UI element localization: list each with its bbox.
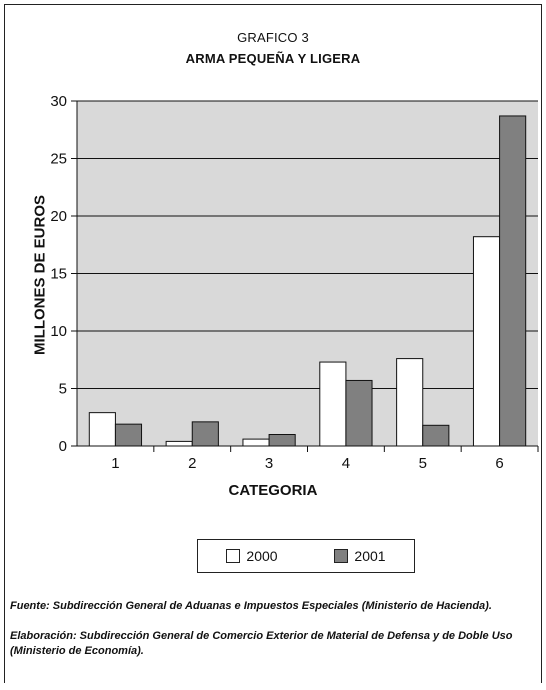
y-tick-label: 25 <box>50 151 67 168</box>
bar-2001-cat-3 <box>268 434 296 447</box>
bar-2000-cat-3 <box>242 438 270 447</box>
figure-label: GRAFICO 3 <box>237 30 309 45</box>
x-tick-label: 6 <box>495 455 503 472</box>
legend-label-2001: 2001 <box>354 548 386 564</box>
legend-item-2001: 2001 <box>334 548 386 564</box>
bar-chart: 0 5 10 15 20 25 30 1 2 3 4 5 6 <box>50 93 539 472</box>
y-tick-label: 15 <box>50 266 67 283</box>
x-tick-label: 5 <box>419 455 427 472</box>
bar-2000-cat-6 <box>472 236 501 447</box>
bar-2001-cat-6 <box>499 115 527 447</box>
legend-swatch-2000 <box>226 549 241 563</box>
y-tick-label: 5 <box>59 381 67 398</box>
legend-label-2000: 2000 <box>246 548 278 564</box>
x-tick-label: 4 <box>342 455 350 472</box>
bar-2001-cat-2 <box>191 421 219 447</box>
bar-2000-cat-2 <box>165 440 193 447</box>
elaboration-note: Elaboración: Subdirección General de Com… <box>10 630 513 657</box>
legend-swatch-2001 <box>334 549 349 563</box>
bar-2000-cat-4 <box>319 361 347 447</box>
x-tick-label: 3 <box>265 455 273 472</box>
legend: 2000 2001 <box>197 539 415 573</box>
bar-2001-cat-1 <box>114 423 143 447</box>
y-tick-label: 10 <box>50 323 67 340</box>
chart-title: ARMA PEQUEÑA Y LIGERA <box>185 51 361 66</box>
bar-2001-cat-4 <box>345 379 373 447</box>
figure-frame <box>4 4 542 683</box>
y-tick-label: 30 <box>50 93 67 110</box>
bar-2000-cat-1 <box>88 412 116 447</box>
source-note: Fuente: Subdirección General de Aduanas … <box>10 600 492 612</box>
legend-item-2000: 2000 <box>226 548 278 564</box>
x-tick-label: 2 <box>188 455 196 472</box>
bar-2000-cat-5 <box>396 358 424 447</box>
x-tick-label: 1 <box>111 455 119 472</box>
bar-2001-cat-5 <box>422 424 450 447</box>
y-tick-label: 20 <box>50 208 67 225</box>
y-axis-title: MILLONES DE EUROS <box>31 194 49 356</box>
y-tick-label: 0 <box>59 438 67 455</box>
x-axis-title: CATEGORIA <box>228 482 318 499</box>
